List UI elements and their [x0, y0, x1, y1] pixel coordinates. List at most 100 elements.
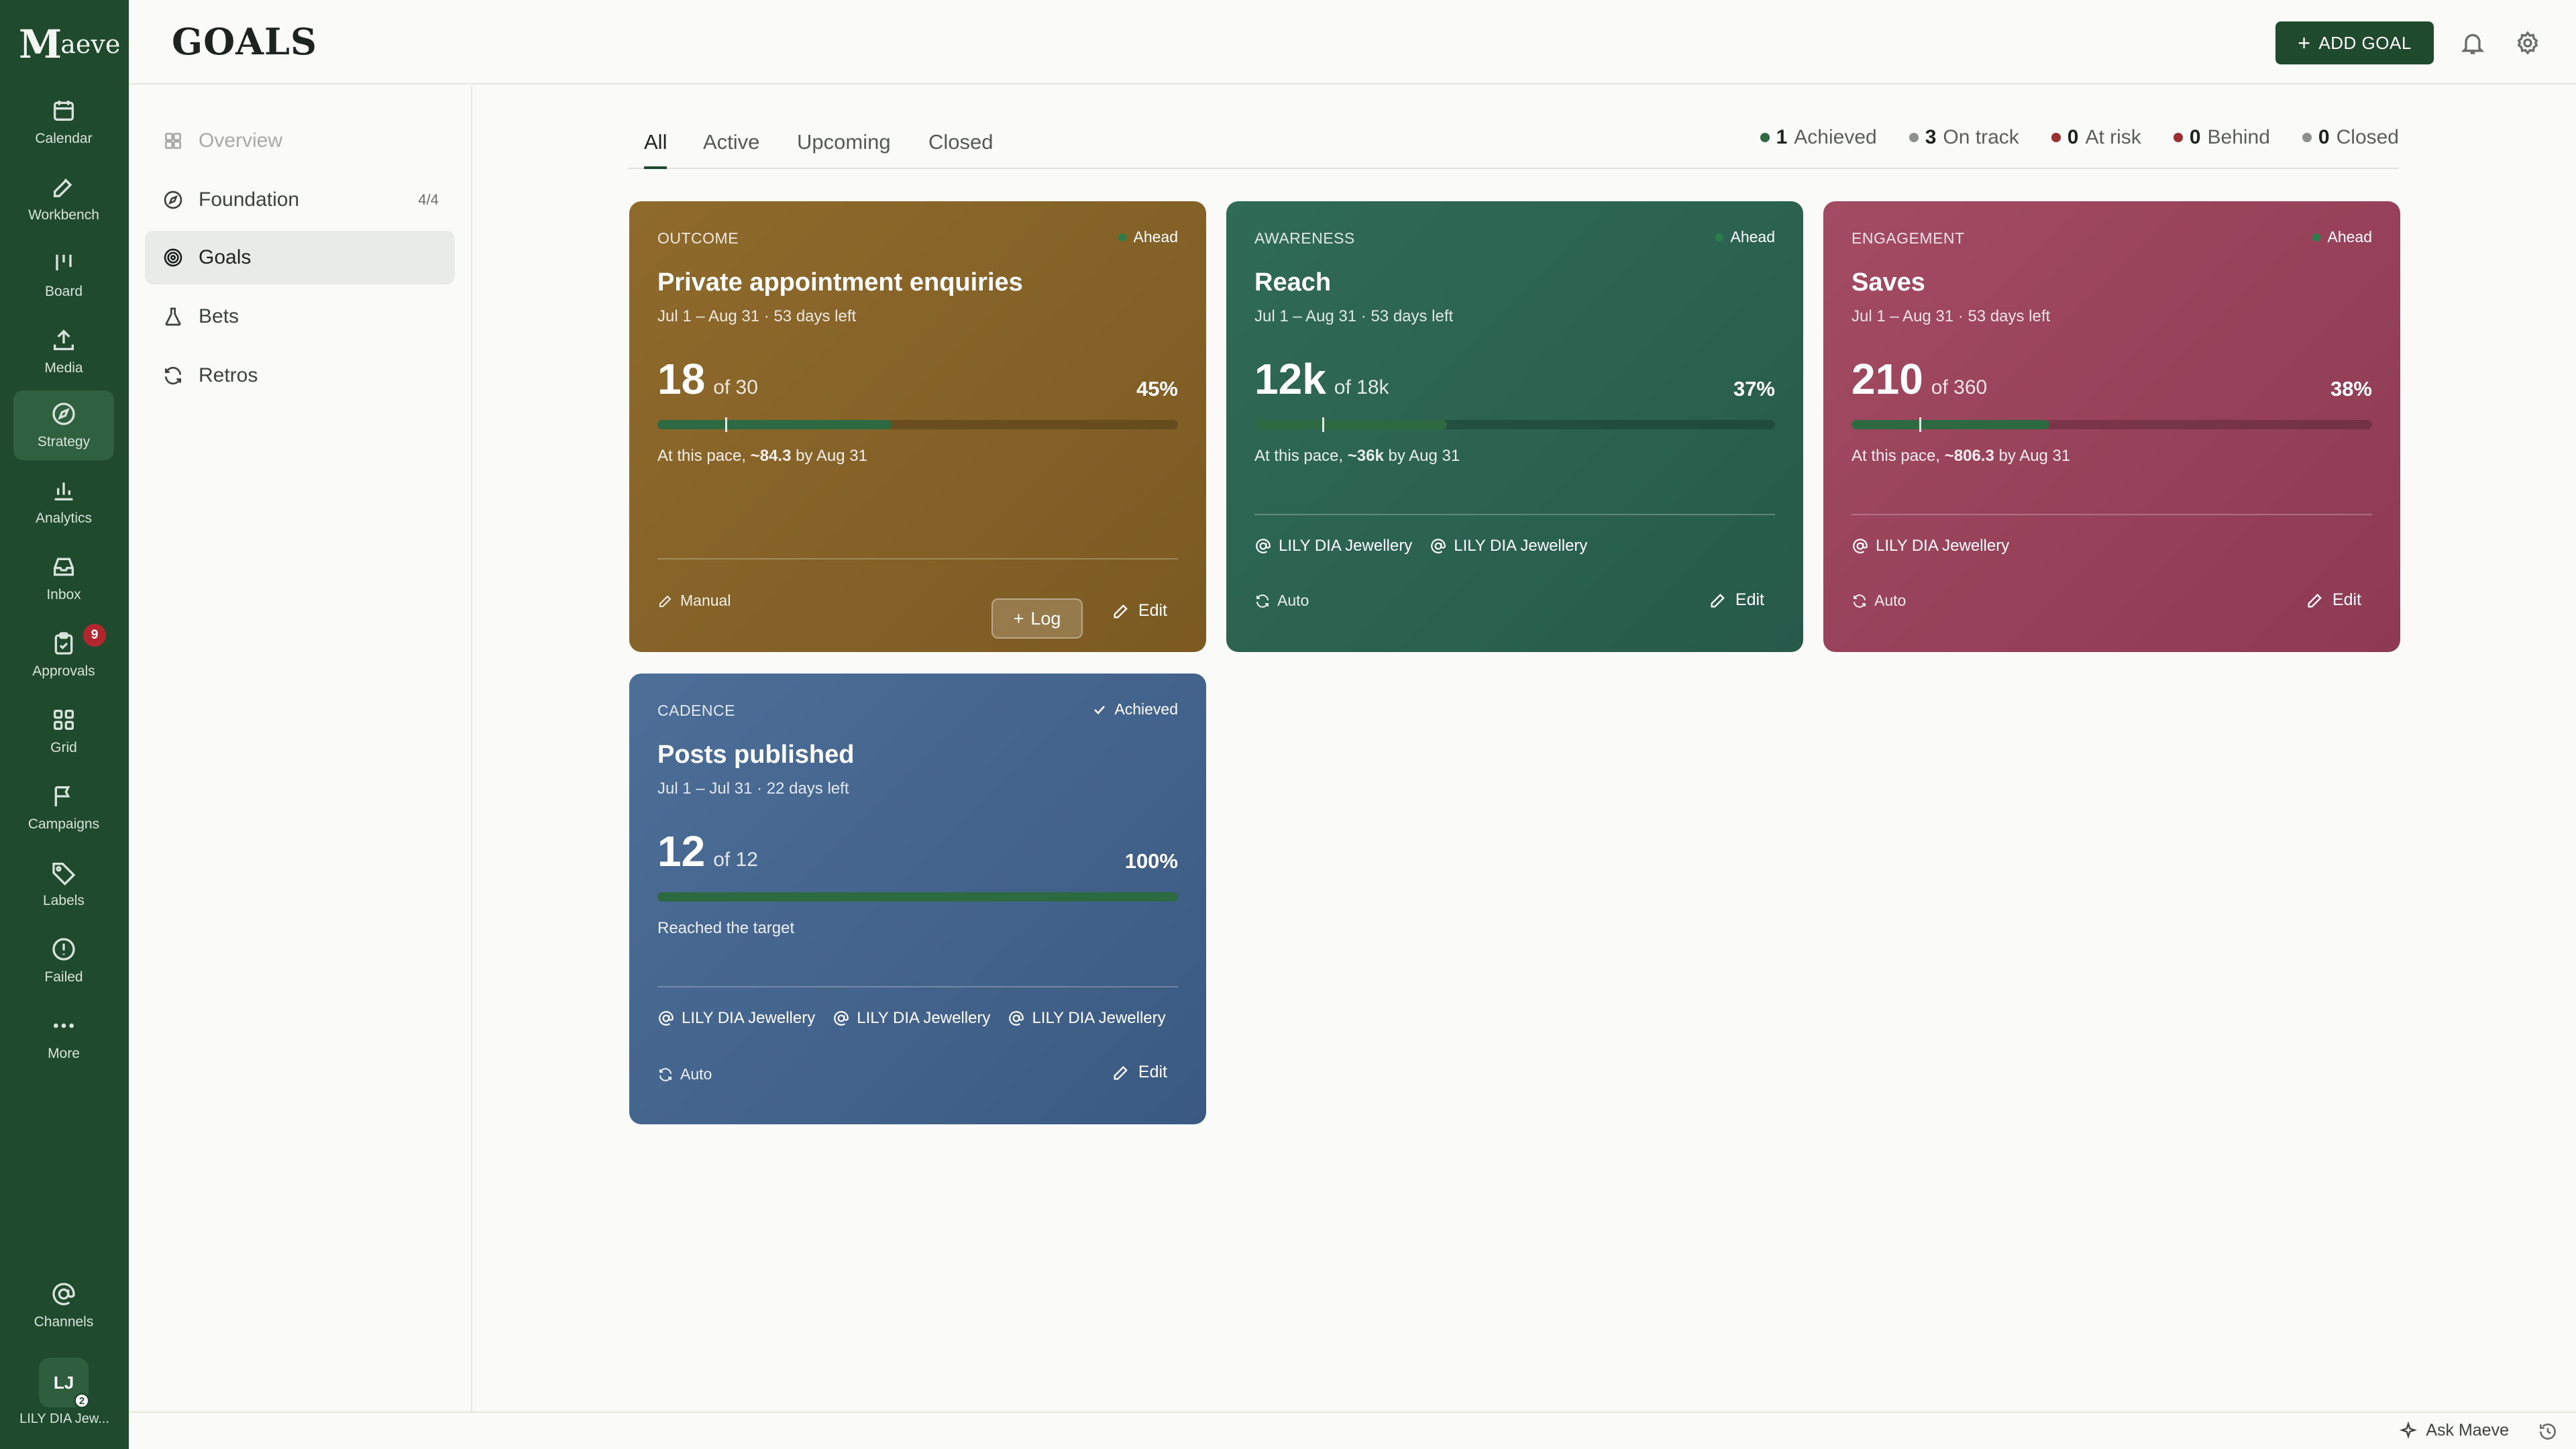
rail-item-failed[interactable]: Failed [13, 926, 114, 996]
rail-item-board[interactable]: Board [13, 240, 114, 310]
subnav-item-retros[interactable]: Retros [145, 349, 455, 402]
subnav-label: Bets [199, 305, 239, 327]
rail-item-strategy[interactable]: Strategy [13, 390, 114, 460]
plus-icon: + [1013, 608, 1024, 629]
goal-mode-label: Auto [1277, 592, 1309, 609]
goal-mode: Manual [657, 592, 731, 610]
pace-value: ~806.3 [1944, 447, 1994, 465]
at-sign-icon [1431, 539, 1446, 553]
status-label: Behind [2207, 126, 2270, 148]
pencil-icon [659, 595, 672, 607]
rail-item-approvals[interactable]: Approvals 9 [13, 620, 114, 690]
compass-icon [164, 191, 182, 209]
goal-title: Saves [1851, 268, 1925, 297]
pencil-icon [2308, 593, 2322, 607]
card-divider [1254, 514, 1775, 515]
goal-dates: Jul 1 – Jul 31 · 22 days left [657, 780, 849, 798]
notifications-button[interactable] [2459, 30, 2486, 56]
rail-item-workbench[interactable]: Workbench [13, 164, 114, 233]
pace-prefix: At this pace, [1254, 447, 1348, 465]
progress-fill [657, 892, 1178, 902]
settings-button[interactable] [2514, 30, 2541, 56]
goal-current-value: 210 [1851, 355, 1923, 403]
pace-value: ~84.3 [750, 447, 792, 465]
rail-label: Labels [43, 893, 85, 908]
goal-card-awareness[interactable]: AWARENESS Ahead Reach Jul 1 – Aug 31 · 5… [1226, 201, 1803, 652]
tab-active[interactable]: Active [703, 130, 759, 169]
rail-item-inbox[interactable]: Inbox [13, 543, 114, 613]
goal-progress-bar [1254, 417, 1775, 432]
subnav-item-overview[interactable]: Overview [145, 114, 455, 168]
pace-value: ~36k [1347, 447, 1384, 465]
goal-mode-label: Auto [1874, 592, 1907, 609]
rail-item-more[interactable]: More [13, 1002, 114, 1072]
progress-fill [657, 420, 892, 429]
pencil-icon [1114, 1065, 1128, 1079]
rail-item-analytics[interactable]: Analytics [13, 467, 114, 537]
goal-status: Ahead [2312, 228, 2372, 246]
rail-item-calendar[interactable]: Calendar [13, 87, 114, 157]
channel-tag: LILY DIA Jewellery [1851, 537, 2009, 555]
goal-status-label: Ahead [1133, 228, 1178, 246]
user-initials: LJ [53, 1372, 74, 1393]
refresh-icon [1256, 594, 1269, 608]
history-button[interactable] [2537, 1421, 2559, 1442]
status-count: 0 [2189, 126, 2201, 148]
subnav-item-foundation[interactable]: Foundation 4/4 [145, 173, 455, 227]
goal-percent: 45% [1136, 377, 1178, 400]
tag-icon [52, 863, 76, 886]
goal-dates: Jul 1 – Aug 31 · 53 days left [657, 307, 857, 325]
log-progress-button[interactable]: + Log [991, 598, 1083, 639]
pace-marker [1322, 417, 1324, 432]
subnav-label: Retros [199, 364, 258, 386]
status-behind: 0 Behind [2173, 126, 2270, 149]
edit-goal-button[interactable]: Edit [1709, 590, 1764, 610]
approvals-badge: 9 [83, 624, 106, 647]
edit-goal-button[interactable]: Edit [1112, 601, 1167, 621]
goal-card-outcome[interactable]: OUTCOME Ahead Private appointment enquir… [629, 201, 1206, 652]
rail-item-labels[interactable]: Labels [13, 849, 114, 919]
check-icon [1094, 705, 1106, 714]
goal-progress-bar [657, 417, 1178, 432]
subnav-item-goals[interactable]: Goals [145, 231, 455, 284]
goal-category: AWARENESS [1254, 229, 1355, 247]
goal-title: Posts published [657, 741, 855, 769]
goal-current-value: 18 [657, 355, 706, 403]
rail-item-media[interactable]: Media [13, 317, 114, 386]
page-footer: Ask Maeve [129, 1411, 2576, 1449]
pace-marker [724, 417, 727, 432]
progress-fill [1851, 420, 2049, 429]
edit-goal-button[interactable]: Edit [2306, 590, 2361, 610]
at-sign-icon [52, 1283, 75, 1305]
rail-item-campaigns[interactable]: Campaigns [13, 773, 114, 843]
goal-card-cadence[interactable]: CADENCE Achieved Posts published Jul 1 –… [629, 674, 1206, 1124]
status-dot [2173, 133, 2183, 142]
status-closed: 0 Closed [2302, 126, 2399, 149]
goal-percent: 100% [1124, 849, 1178, 873]
channel-tag: LILY DIA Jewellery [1430, 537, 1587, 555]
goal-status-label: Achieved [1114, 700, 1178, 718]
bar-chart-icon [54, 482, 73, 500]
rail-item-channels[interactable]: Channels [13, 1271, 114, 1340]
rail-item-grid[interactable]: Grid [13, 696, 114, 766]
logo-text: aeve [60, 30, 121, 59]
tab-closed[interactable]: Closed [928, 130, 994, 169]
goal-target: of 360 [1931, 376, 1988, 398]
pencil-icon [1711, 593, 1725, 607]
ask-maeve-button[interactable]: Ask Maeve [2399, 1421, 2509, 1440]
channel-name: LILY DIA Jewellery [1279, 537, 1413, 555]
goal-current-value: 12 [657, 827, 706, 875]
app-logo[interactable]: M aeve [19, 21, 121, 67]
subnav-item-bets[interactable]: Bets [145, 290, 455, 343]
refresh-icon [659, 1067, 672, 1081]
clipboard-check-icon [54, 632, 73, 655]
tab-upcoming[interactable]: Upcoming [797, 130, 891, 169]
log-label: Log [1030, 608, 1061, 629]
edit-goal-button[interactable]: Edit [1112, 1063, 1167, 1082]
tab-all[interactable]: All [644, 130, 667, 169]
add-goal-button[interactable]: + ADD GOAL [2275, 21, 2434, 64]
goal-target: of 18k [1334, 376, 1389, 398]
progress-fill [1254, 420, 1448, 429]
compass-icon [52, 402, 75, 425]
goal-card-engagement[interactable]: ENGAGEMENT Ahead Saves Jul 1 – Aug 31 · … [1823, 201, 2400, 652]
